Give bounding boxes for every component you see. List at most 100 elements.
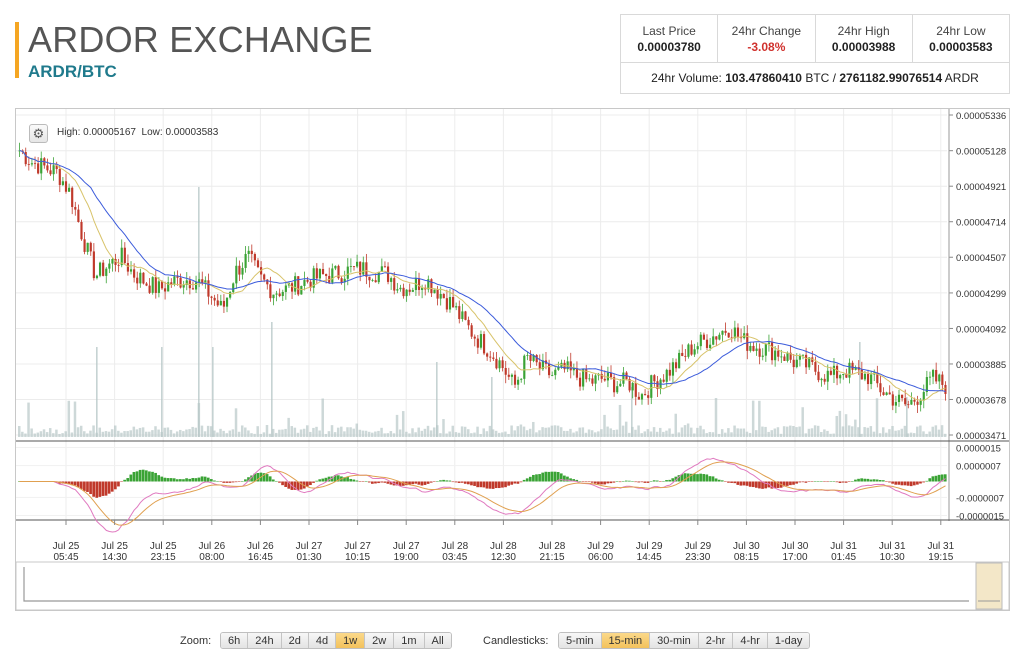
gear-icon[interactable]: ⚙ (29, 124, 48, 143)
candle-body (275, 293, 278, 295)
volume-bar (646, 429, 650, 437)
candle-body (111, 258, 114, 264)
candle-body (513, 374, 517, 385)
volume-bar (392, 433, 396, 437)
macd-histogram-bar (522, 479, 526, 482)
x-tick-label-time: 17:00 (782, 552, 807, 563)
candle-body (547, 363, 551, 376)
candle-body (473, 336, 476, 339)
candle-button-5-min[interactable]: 5-min (559, 633, 602, 648)
volume-bar (355, 423, 359, 437)
x-tick-label-time: 14:45 (637, 552, 662, 563)
macd-histogram-bar (349, 478, 353, 482)
macd-histogram-bar (408, 481, 411, 486)
volume-bar (535, 432, 538, 437)
macd-histogram-bar (377, 481, 380, 484)
candlesticks-label: Candlesticks: (483, 635, 549, 647)
zoom-button-24h[interactable]: 24h (248, 633, 282, 648)
macd-histogram-bar (219, 481, 222, 482)
volume-bar (857, 427, 860, 437)
macd-histogram-bar (689, 473, 693, 482)
candle-button-2-hr[interactable]: 2-hr (698, 633, 734, 648)
volume-bar (250, 433, 253, 437)
candle-body (210, 296, 213, 298)
volume-bar (559, 427, 563, 437)
volume-bar (67, 400, 71, 437)
volume-bar (383, 433, 386, 437)
price-tick-label: 0.00003678 (956, 395, 1006, 406)
macd-histogram-bar (872, 479, 876, 482)
macd-histogram-bar (488, 481, 492, 489)
macd-histogram-bar (364, 481, 368, 482)
zoom-button-2w[interactable]: 2w (365, 633, 395, 648)
macd-histogram-bar (191, 478, 195, 482)
macd-histogram-bar (702, 474, 706, 482)
macd-histogram-bar (209, 479, 213, 482)
volume-bar (510, 425, 513, 437)
volume-bar (888, 429, 891, 437)
volume-bar (240, 425, 244, 437)
zoom-button-all[interactable]: All (424, 633, 451, 648)
candle-body (901, 394, 904, 399)
macd-histogram-bar (460, 481, 464, 483)
volume-bar (182, 431, 185, 437)
volume-bar (278, 429, 281, 437)
volume-bar (463, 426, 467, 437)
volume-bar (234, 408, 238, 437)
zoom-button-1m[interactable]: 1m (394, 633, 425, 648)
candle-body (715, 336, 718, 340)
zoom-button-1w[interactable]: 1w (336, 633, 366, 648)
macd-histogram-bar (649, 481, 653, 482)
last-price-stat: Last Price 0.00003780 (621, 15, 719, 62)
candle-button-1-day[interactable]: 1-day (767, 633, 810, 648)
macd-histogram-bar (355, 480, 359, 482)
volume-bar (206, 425, 210, 437)
candle-body (504, 368, 507, 375)
macd-histogram-bar (525, 478, 529, 482)
x-tick-label-date: Jul 27 (344, 541, 371, 552)
candle-button-4-hr[interactable]: 4-hr (733, 633, 768, 648)
price-chart[interactable]: 0.00005336 0.00005128 0.00004921 0.00004714… (15, 108, 1010, 611)
volume-bar (126, 431, 129, 437)
zoom-button-2d[interactable]: 2d (281, 633, 309, 648)
volume-bar (198, 187, 200, 437)
candle-body (393, 278, 396, 291)
volume-bar (504, 431, 507, 437)
macd-histogram-bar (327, 476, 331, 482)
candle-body (702, 334, 705, 340)
volume-bar (64, 431, 67, 437)
zoom-button-6h[interactable]: 6h (221, 633, 249, 648)
zoom-button-4d[interactable]: 4d (308, 633, 337, 648)
candle-body (225, 297, 229, 307)
macd-histogram-bar (733, 481, 737, 484)
macd-histogram-bar (628, 480, 631, 482)
macd-histogram-bar (439, 480, 442, 482)
volume-bar (73, 401, 77, 437)
macd-histogram-bar (820, 481, 823, 482)
macd-histogram-bar (299, 481, 303, 490)
price-tick-label: 0.00004921 (956, 182, 1006, 193)
macd-histogram-bar (92, 481, 96, 497)
x-tick-label-time: 01:30 (296, 552, 321, 563)
chart-canvas[interactable]: 0.00005336 0.00005128 0.00004921 0.00004714… (16, 109, 1009, 610)
x-tick-label-date: Jul 28 (441, 541, 468, 552)
x-tick-label-date: Jul 26 (198, 541, 225, 552)
candle-body (665, 369, 668, 382)
volume-bar (321, 398, 324, 437)
macd-tick-label: 0.0000015 (956, 444, 1001, 455)
candle-body (30, 163, 34, 165)
candle-body (464, 311, 467, 320)
candle-body (71, 187, 74, 207)
macd-tick-label: -0.0000007 (956, 493, 1004, 504)
candle-body (492, 357, 495, 359)
macd-histogram-bar (234, 481, 238, 483)
macd-histogram-bar (244, 479, 247, 482)
candle-body (690, 344, 693, 355)
candle-button-30-min[interactable]: 30-min (650, 633, 699, 648)
x-tick-label-date: Jul 28 (490, 541, 517, 552)
volume-bar (671, 433, 674, 437)
candle-body (709, 344, 712, 348)
candle-body (870, 374, 873, 385)
chart-high-label: High: (57, 127, 81, 138)
candle-button-15-min[interactable]: 15-min (601, 633, 651, 648)
